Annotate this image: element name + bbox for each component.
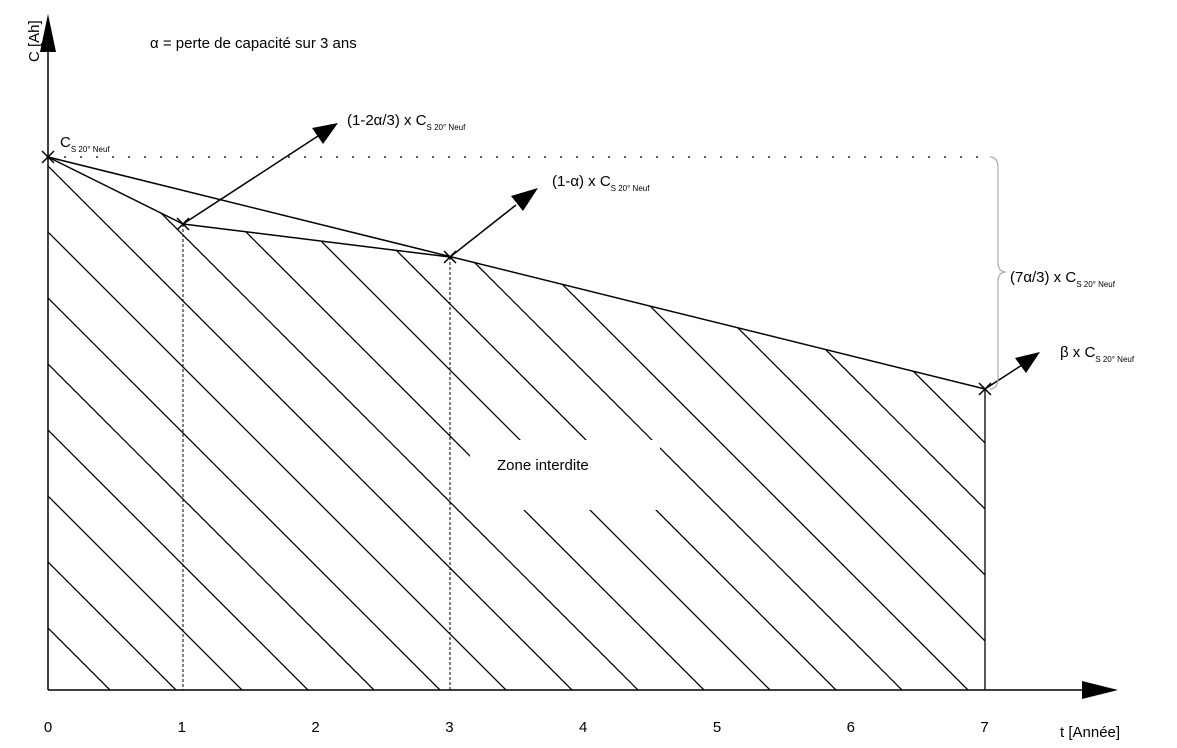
year1-arrow-icon (312, 123, 338, 144)
hatch-line (48, 157, 253, 690)
x-tick-label: 3 (445, 719, 453, 736)
year3-pointer-line (449, 204, 517, 258)
hatch-line (48, 157, 319, 690)
hatch-line (417, 157, 979, 690)
hatch-line (879, 157, 985, 690)
x-tick-label: 2 (311, 719, 319, 736)
hatch-line (549, 157, 985, 690)
hatch-line (48, 157, 517, 690)
zone-label: Zone interdite (497, 457, 589, 474)
hatch-line (48, 157, 385, 690)
year3-point-label: (1-α) x CS 20° Neuf (552, 173, 650, 193)
brace-label: (7α/3) x CS 20° Neuf (1010, 269, 1116, 289)
hatch-line (87, 157, 649, 690)
hatch-line (813, 157, 985, 690)
hatch-line (48, 157, 583, 690)
x-tick-labels: 0 1 2 3 4 5 6 7 (44, 719, 989, 736)
year1-point-sub: S 20° Neuf (427, 123, 467, 132)
x-tick-label: 5 (713, 719, 721, 736)
brace-label-main: (7α/3) x C (1010, 269, 1076, 286)
caption-text: α = perte de capacité sur 3 ans (150, 35, 357, 52)
x-mark-icon (41, 150, 55, 164)
y-axis-arrow-icon (40, 14, 56, 52)
hatch-line (285, 157, 847, 690)
hatch-line (48, 157, 187, 690)
year7-pointer-line (984, 364, 1023, 390)
year1-point-label: (1-2α/3) x CS 20° Neuf (347, 112, 466, 132)
zone-hatching (48, 140, 1177, 700)
hatch-line (615, 157, 985, 690)
hatch-line (48, 157, 451, 690)
year7-point-sub: S 20° Neuf (1095, 355, 1135, 364)
loss-brace (989, 156, 1007, 390)
x-tick-label: 7 (980, 719, 988, 736)
year3-arrow-icon (511, 188, 538, 211)
y-axis-label: C [Ah] (26, 20, 43, 62)
hatch-line (681, 157, 985, 690)
year1-point-main: (1-2α/3) x C (347, 112, 427, 129)
x-tick-label: 1 (178, 719, 186, 736)
year7-arrow-icon (1015, 352, 1040, 373)
hatch-line (219, 157, 781, 690)
x-tick-label: 0 (44, 719, 52, 736)
start-point-label: CS 20° Neuf (60, 134, 110, 154)
year7-point-label: β x CS 20° Neuf (1060, 344, 1135, 364)
hatch-line (48, 157, 55, 690)
hatch-line (1012, 140, 1177, 700)
x-tick-label: 6 (847, 719, 855, 736)
year7-point-main: β x C (1060, 344, 1095, 361)
x-axis-arrow-icon (1082, 681, 1118, 699)
year3-point-main: (1-α) x C (552, 173, 611, 190)
hatch-line (351, 157, 913, 690)
upper-degradation-line (47, 156, 986, 390)
zone-label-background (470, 440, 660, 510)
x-axis-label: t [Année] (1060, 724, 1120, 741)
year1-pointer-line (182, 135, 319, 225)
hatch-line (153, 157, 715, 690)
year3-point-sub: S 20° Neuf (611, 184, 651, 193)
start-point-main: C (60, 134, 71, 151)
hatch-line (945, 157, 985, 690)
start-point-sub: S 20° Neuf (71, 145, 111, 154)
hatch-line (483, 157, 985, 690)
x-tick-label: 4 (579, 719, 587, 736)
brace-label-sub: S 20° Neuf (1076, 280, 1116, 289)
